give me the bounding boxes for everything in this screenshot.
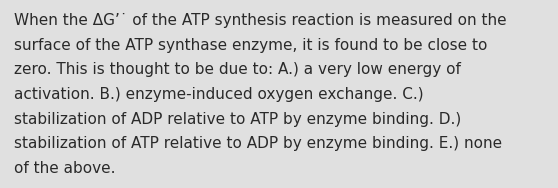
Text: stabilization of ATP relative to ADP by enzyme binding. E.) none: stabilization of ATP relative to ADP by … xyxy=(14,136,502,151)
Text: activation. B.) enzyme-induced oxygen exchange. C.): activation. B.) enzyme-induced oxygen ex… xyxy=(14,87,424,102)
Text: of the above.: of the above. xyxy=(14,161,116,176)
Text: stabilization of ADP relative to ATP by enzyme binding. D.): stabilization of ADP relative to ATP by … xyxy=(14,112,461,127)
Text: surface of the ATP synthase enzyme, it is found to be close to: surface of the ATP synthase enzyme, it i… xyxy=(14,38,487,53)
Text: When the ΔG’˙ of the ATP synthesis reaction is measured on the: When the ΔG’˙ of the ATP synthesis react… xyxy=(14,13,507,28)
Text: zero. This is thought to be due to: A.) a very low energy of: zero. This is thought to be due to: A.) … xyxy=(14,62,461,77)
